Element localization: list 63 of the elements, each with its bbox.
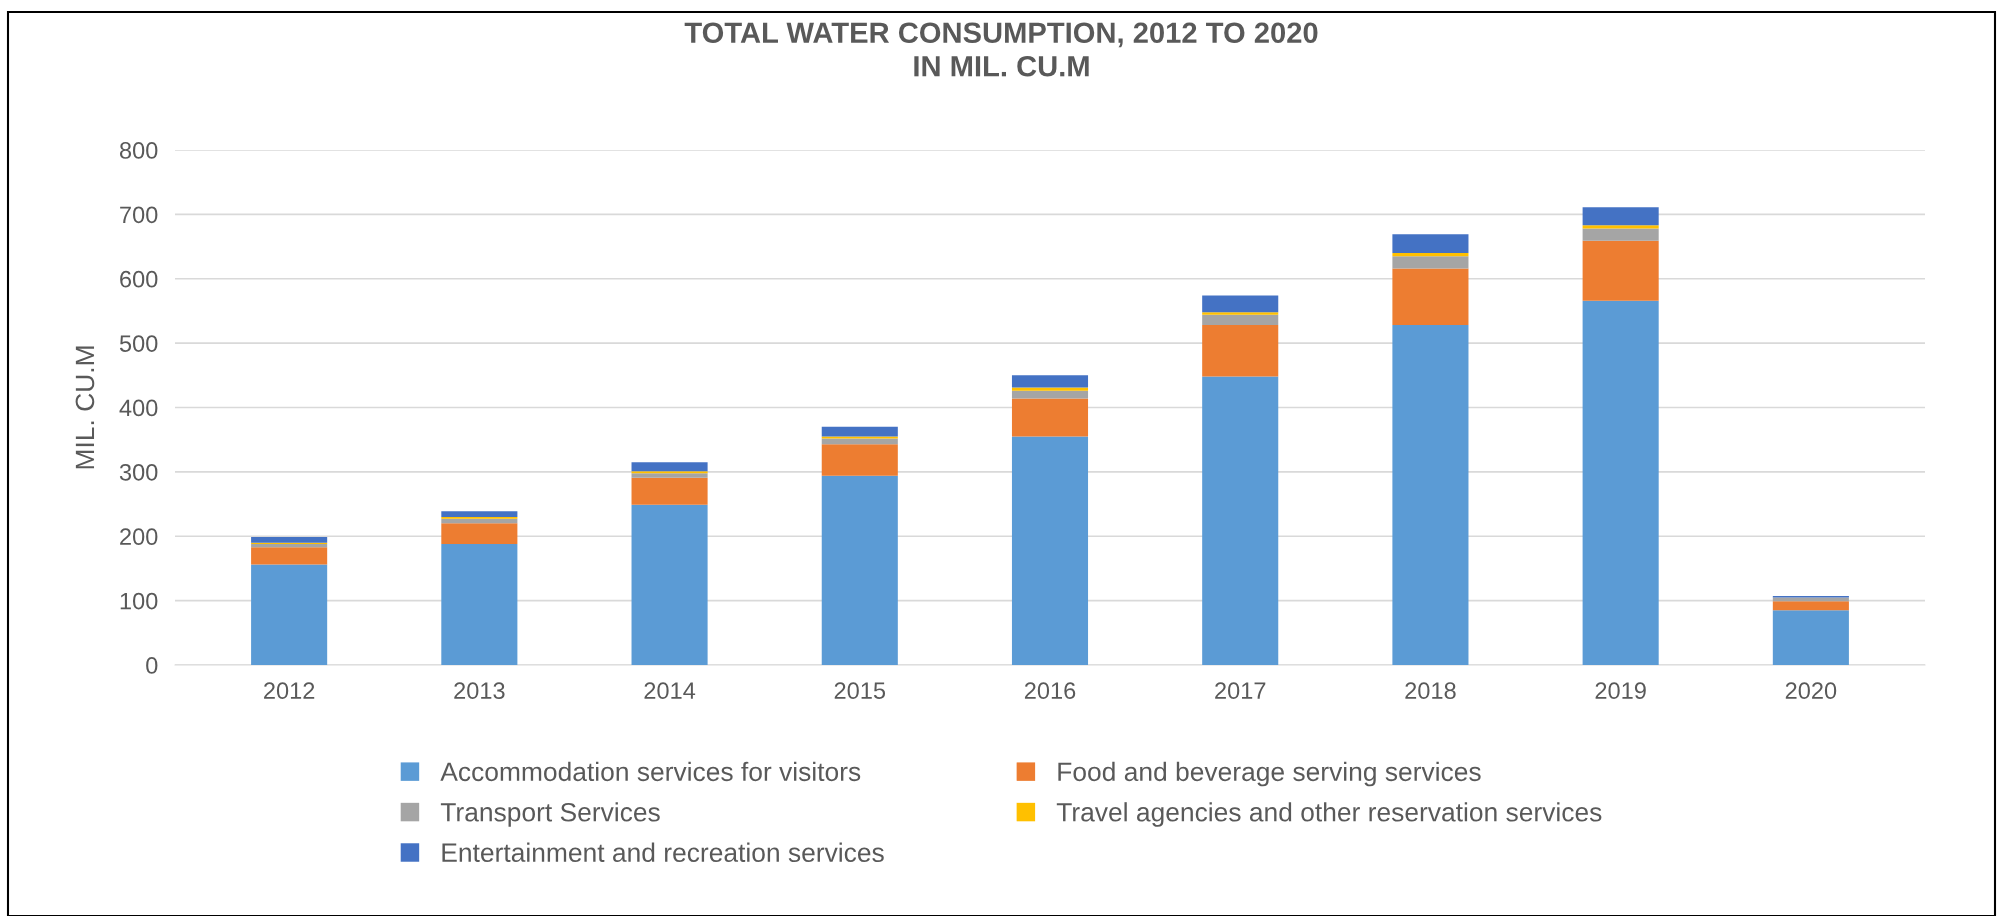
y-tick-label: 100 <box>120 592 158 610</box>
bar <box>1392 325 1469 665</box>
bar <box>1202 376 1279 665</box>
x-tick-label: 2012 <box>264 682 315 700</box>
legend-label: Transport Services <box>440 802 660 827</box>
bar <box>631 504 708 665</box>
y-tick-label: 800 <box>119 142 158 159</box>
y-tick-label: 0 <box>146 657 158 674</box>
bar <box>631 477 708 505</box>
x-tick-label: 2016 <box>1024 682 1076 700</box>
bar <box>821 475 898 665</box>
bar <box>441 523 518 544</box>
x-tick-label: 2018 <box>1405 682 1456 700</box>
bar <box>1011 375 1089 388</box>
bar <box>1202 325 1279 377</box>
legend-label: Accommodation services for visitors <box>440 761 861 782</box>
bar <box>1202 314 1279 326</box>
bar <box>1392 253 1469 257</box>
bar <box>1011 436 1089 665</box>
bar <box>1582 207 1659 226</box>
bar <box>1772 601 1849 611</box>
bar <box>251 547 328 565</box>
bar <box>1772 610 1849 665</box>
x-tick-label: 2015 <box>834 682 886 700</box>
bar <box>1582 225 1659 229</box>
bar <box>441 543 518 665</box>
bar <box>821 444 898 476</box>
bar <box>1011 387 1089 391</box>
y-tick-label: 200 <box>120 528 158 546</box>
y-tick-label: 300 <box>119 463 158 481</box>
bar <box>1582 240 1659 301</box>
x-tick-label: 2019 <box>1595 682 1646 700</box>
bar <box>1011 390 1089 399</box>
y-axis-title: MIL. CU.M <box>75 346 95 469</box>
bar <box>1392 256 1469 269</box>
legend-label: Travel agencies and other reservation services <box>1056 802 1602 827</box>
bar <box>1772 597 1849 602</box>
y-tick-label: 400 <box>119 399 158 417</box>
x-tick-label: 2020 <box>1785 682 1837 700</box>
x-tick-label: 2017 <box>1215 682 1266 700</box>
bar <box>441 511 518 517</box>
legend-label: Food and beverage serving services <box>1058 761 1481 787</box>
y-tick-label: 700 <box>120 206 158 224</box>
chart-title: TOTAL WATER CONSUMPTION, 2012 TO 2020 IN MIL. CU.M <box>684 22 1318 77</box>
bar <box>631 462 708 472</box>
bar <box>251 536 328 543</box>
y-tick-label: 500 <box>119 335 158 352</box>
bar <box>1392 268 1469 326</box>
bar <box>251 543 328 548</box>
bar <box>251 564 328 665</box>
bar <box>1011 398 1089 437</box>
bar <box>631 473 708 478</box>
y-tick-label: 600 <box>120 270 158 288</box>
legend-label: Entertainment and recreation services <box>442 842 884 862</box>
bar <box>1202 295 1279 313</box>
bar <box>821 426 898 437</box>
bar <box>1392 234 1469 253</box>
x-tick-label: 2014 <box>644 682 696 700</box>
bar <box>1582 300 1659 665</box>
bar <box>1582 228 1659 241</box>
x-tick-label: 2013 <box>454 682 505 700</box>
bar <box>821 438 898 445</box>
bar <box>1202 312 1279 315</box>
